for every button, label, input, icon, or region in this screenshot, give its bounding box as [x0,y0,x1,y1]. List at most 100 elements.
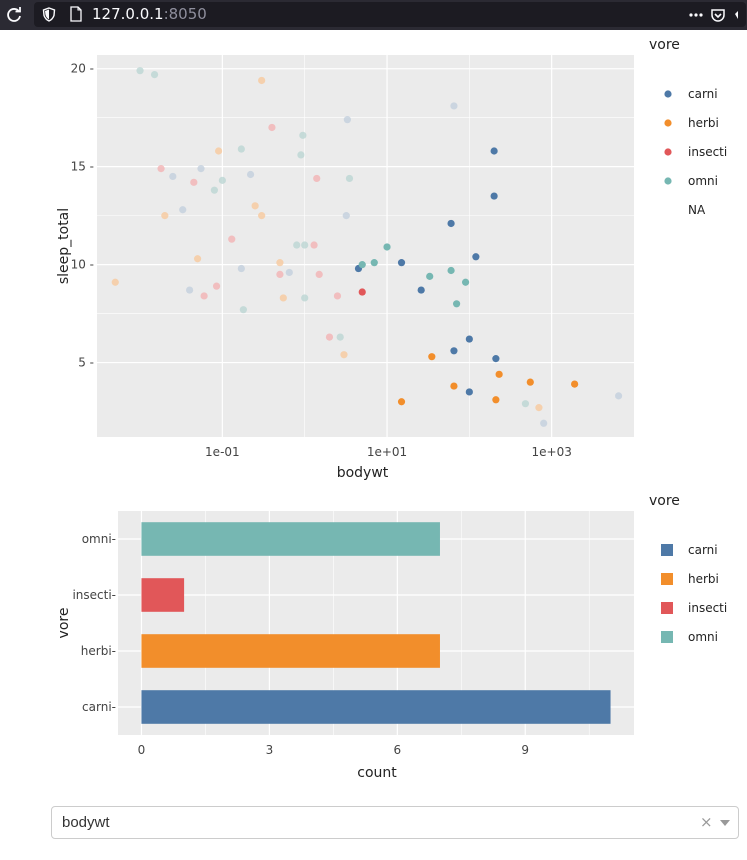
reload-icon[interactable] [4,5,24,25]
point-carni [465,388,473,396]
point-faded [190,178,198,186]
point-omni [461,278,470,286]
legend-label-omni: omni [688,174,718,188]
point-carni [490,147,498,155]
point-faded [333,292,342,300]
point-faded [228,235,236,243]
more-icon[interactable] [688,7,704,23]
y-axis-title: vore [56,608,72,639]
point-faded [239,306,247,314]
url-port: :8050 [163,5,207,23]
legend-key-herbi [661,573,673,585]
point-carni [397,259,406,267]
legend-label-NA: NA [688,203,706,217]
point-herbi [495,370,503,378]
point-faded [325,333,334,341]
point-faded [521,400,530,408]
point-carni [417,286,425,294]
dropdown-value: bodywt [62,814,110,831]
point-faded [150,70,159,79]
point-faded [237,145,245,153]
point-herbi [492,396,500,404]
point-faded [186,286,194,294]
shield-icon[interactable] [42,7,56,22]
point-faded [336,333,344,341]
point-herbi [428,353,436,361]
point-omni [426,272,434,280]
url-text: 127.0.0.1:8050 [92,5,207,24]
variable-dropdown[interactable]: bodywt × [51,806,739,839]
bar-omni [141,522,440,556]
x-tick-label: 0 [138,743,146,757]
point-faded [535,404,543,412]
x-axis-title: count [357,765,397,781]
x-tick-label: 9 [521,743,529,757]
point-faded [614,392,623,400]
y-axis-title: sleep_total [56,208,72,284]
point-faded [340,351,348,359]
point-faded [310,241,318,249]
point-faded [276,259,284,267]
point-omni [358,261,366,269]
point-faded [313,174,321,183]
point-omni [370,259,378,267]
y-tick-label: 15 - [71,160,94,174]
url-host: 127.0.0.1 [92,5,164,23]
point-faded [540,419,548,427]
legend-label-insecti: insecti [688,601,727,615]
legend-label-herbi: herbi [688,572,719,586]
clear-icon[interactable]: × [700,813,713,831]
legend-label-carni: carni [688,87,718,101]
point-omni [383,243,391,251]
pocket-icon[interactable] [710,7,726,23]
point-faded [237,264,245,273]
legend-key-carni [661,544,673,556]
point-faded [169,172,177,181]
point-faded [157,165,165,173]
y-tick-label: 20 - [71,62,94,76]
point-omni [447,266,455,275]
y-tick-label: herbi- [81,644,116,658]
point-carni [447,219,455,228]
point-faded [197,165,205,173]
legend-key-carni [664,90,672,98]
chevron-down-icon[interactable] [720,820,730,826]
point-faded [200,292,208,300]
point-faded [258,76,266,85]
point-faded [450,102,458,110]
bar-carni [141,690,611,724]
bar-insecti [141,578,185,612]
legend-label-carni: carni [688,543,718,557]
point-carni [465,335,473,343]
legend-key-omni [661,631,673,643]
legend-label-insecti: insecti [688,145,727,159]
point-carni [492,355,500,363]
legend-key-insecti [661,602,673,614]
point-faded [218,176,226,184]
bar-herbi [141,634,440,668]
bar-svg: 0 3 6 9 carni-herbi-insecti-omni-count vore vo… [56,493,727,781]
bar-chart: 0 3 6 9 carni-herbi-insecti-omni-count vore vo… [0,485,747,785]
extensions-icon[interactable] [734,7,747,23]
legend-key-herbi [664,119,672,127]
point-faded [293,241,301,249]
x-axis-title: bodywt [337,465,389,481]
x-tick-label: 1e+01 [367,445,407,459]
x-tick-label: 1e-01 [205,445,240,459]
y-tick-label: carni- [82,700,116,714]
point-faded [301,294,309,302]
legend-title: vore [649,37,680,53]
point-faded [258,212,266,220]
point-carni [490,192,498,200]
y-tick-label: 5 - [78,356,94,370]
point-carni [450,347,458,355]
point-herbi [571,380,579,388]
point-faded [297,151,305,159]
point-faded [136,67,144,75]
y-tick-label: insecti- [72,588,116,602]
point-faded [179,206,187,214]
address-bar[interactable]: 127.0.0.1:8050 [34,2,746,27]
plot-panel [97,55,634,437]
point-faded [299,131,307,139]
scatter-svg: 1e-01 1e+01 1e+03 5 - 10 - 15 - 20 - bodywt slee… [56,37,727,481]
